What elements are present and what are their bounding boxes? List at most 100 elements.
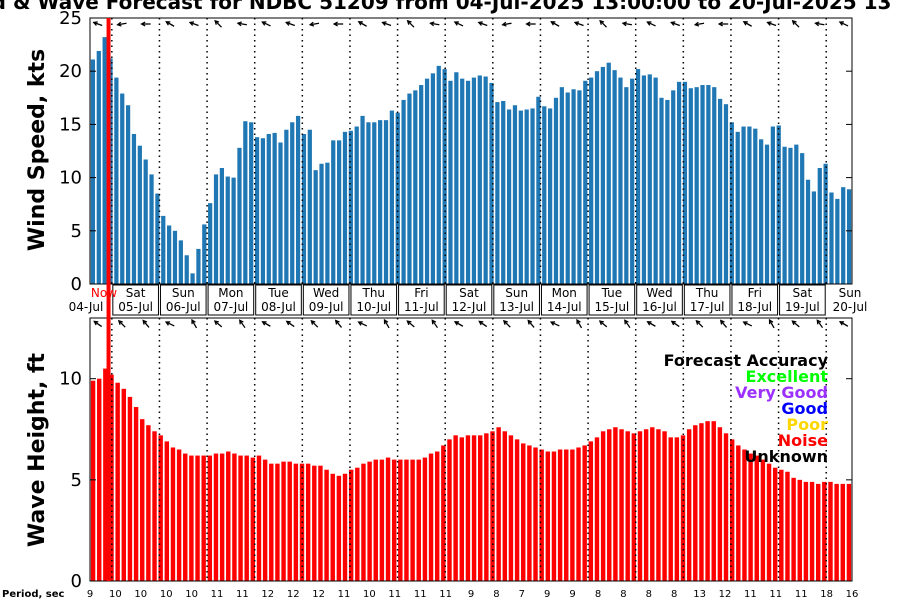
wave-direction-arrow (213, 320, 223, 328)
day-label-box (683, 284, 731, 316)
wind-bar (641, 75, 647, 285)
day-of-week-label: Mon (218, 286, 243, 300)
wave-bar (103, 368, 108, 581)
wave-bar (410, 459, 415, 581)
wind-bar (811, 191, 817, 284)
period-value: 10 (109, 589, 122, 600)
date-label: 09-Jul (309, 300, 344, 314)
wind-direction-arrow (236, 21, 247, 27)
wave-direction-arrow (838, 321, 849, 327)
day-label-box (112, 284, 159, 316)
wind-bar (213, 174, 219, 284)
wave-bar (699, 423, 704, 581)
wave-bar (189, 455, 194, 581)
wind-direction-arrow (717, 21, 729, 27)
wave-bar (729, 439, 735, 581)
wave-bar (803, 481, 809, 581)
date-label: 19-Jul (785, 300, 820, 314)
wind-direction-arrow (381, 21, 392, 27)
legend-item: Good (781, 399, 828, 418)
period-value: 13 (693, 589, 706, 600)
wind-bar (706, 85, 711, 284)
period-value: 7 (519, 589, 525, 600)
wind-bar (266, 133, 271, 284)
period-label: Period, sec (2, 589, 65, 600)
period-value: 12 (312, 589, 325, 600)
wave-direction-arrow (383, 318, 390, 329)
wind-bar (354, 126, 359, 284)
period-value: 9 (569, 589, 575, 600)
period-value: 11 (388, 589, 401, 600)
period-value: 12 (287, 589, 300, 600)
wave-direction-arrow (453, 321, 464, 327)
wind-bar (301, 133, 307, 284)
date-label: 13-Jul (499, 300, 534, 314)
day-label-box (302, 284, 350, 316)
wind-bar (295, 115, 301, 284)
wind-bar (483, 76, 488, 285)
wind-bar (618, 77, 623, 284)
wave-bar (152, 431, 157, 581)
period-value: 8 (493, 589, 499, 600)
day-label-box (540, 284, 588, 316)
wind-direction-arrow (646, 21, 656, 27)
wind-bar (571, 89, 576, 284)
wind-bar (161, 215, 166, 284)
wind-direction-arrow (406, 19, 415, 28)
wind-bar (389, 110, 394, 284)
date-label: 10-Jul (356, 300, 391, 314)
period-value: 18 (820, 589, 833, 600)
wave-bar (668, 437, 673, 581)
wind-bar (337, 140, 342, 284)
wave-bar (213, 453, 219, 581)
wave-direction-arrow (598, 320, 608, 328)
wave-bar (385, 457, 391, 581)
wave-bar (201, 455, 206, 581)
wind-bar (348, 130, 353, 284)
wind-bar (378, 120, 383, 284)
day-of-week-label: Thu (361, 286, 385, 300)
wind-bar (512, 105, 518, 284)
wave-direction-arrow (502, 319, 511, 328)
wave-bar (772, 467, 778, 581)
wind-bar (325, 162, 330, 284)
wind-bar (225, 176, 230, 284)
wind-bar (635, 69, 641, 284)
day-of-week-label: Wed (646, 286, 672, 300)
wind-direction-arrow (599, 19, 607, 28)
wave-bar (342, 473, 348, 581)
wind-direction-arrow (429, 21, 440, 27)
wave-bar (711, 421, 716, 581)
legend-title: Forecast Accuracy (664, 351, 829, 370)
wind-bar (460, 78, 465, 285)
wave-bar (219, 453, 225, 581)
wind-bar (841, 187, 846, 284)
wave-bar (736, 445, 741, 581)
wind-bar (237, 147, 242, 284)
wind-bar (776, 125, 781, 285)
wave-direction-arrow (791, 320, 800, 328)
wave-bar (318, 465, 323, 581)
wave-bar (140, 419, 145, 581)
wave-direction-arrow (695, 319, 704, 328)
wind-bar (735, 131, 740, 284)
wind-bar (700, 85, 705, 284)
wind-direction-arrow (332, 21, 344, 27)
period-value: 11 (414, 589, 427, 600)
now-label: Now (91, 286, 117, 300)
period-value: 11 (236, 589, 249, 600)
day-label-box (255, 284, 302, 316)
date-label: 14-Jul (547, 300, 582, 314)
wind-bar (454, 72, 459, 284)
wind-bar (219, 168, 224, 284)
wind-bar (383, 120, 389, 284)
wind-direction-arrow (573, 21, 584, 27)
date-label: 08-Jul (261, 300, 296, 314)
wave-bar (256, 455, 262, 581)
wave-bar (766, 463, 772, 581)
wave-bar (459, 437, 464, 581)
wind-direction-arrow (92, 21, 103, 27)
